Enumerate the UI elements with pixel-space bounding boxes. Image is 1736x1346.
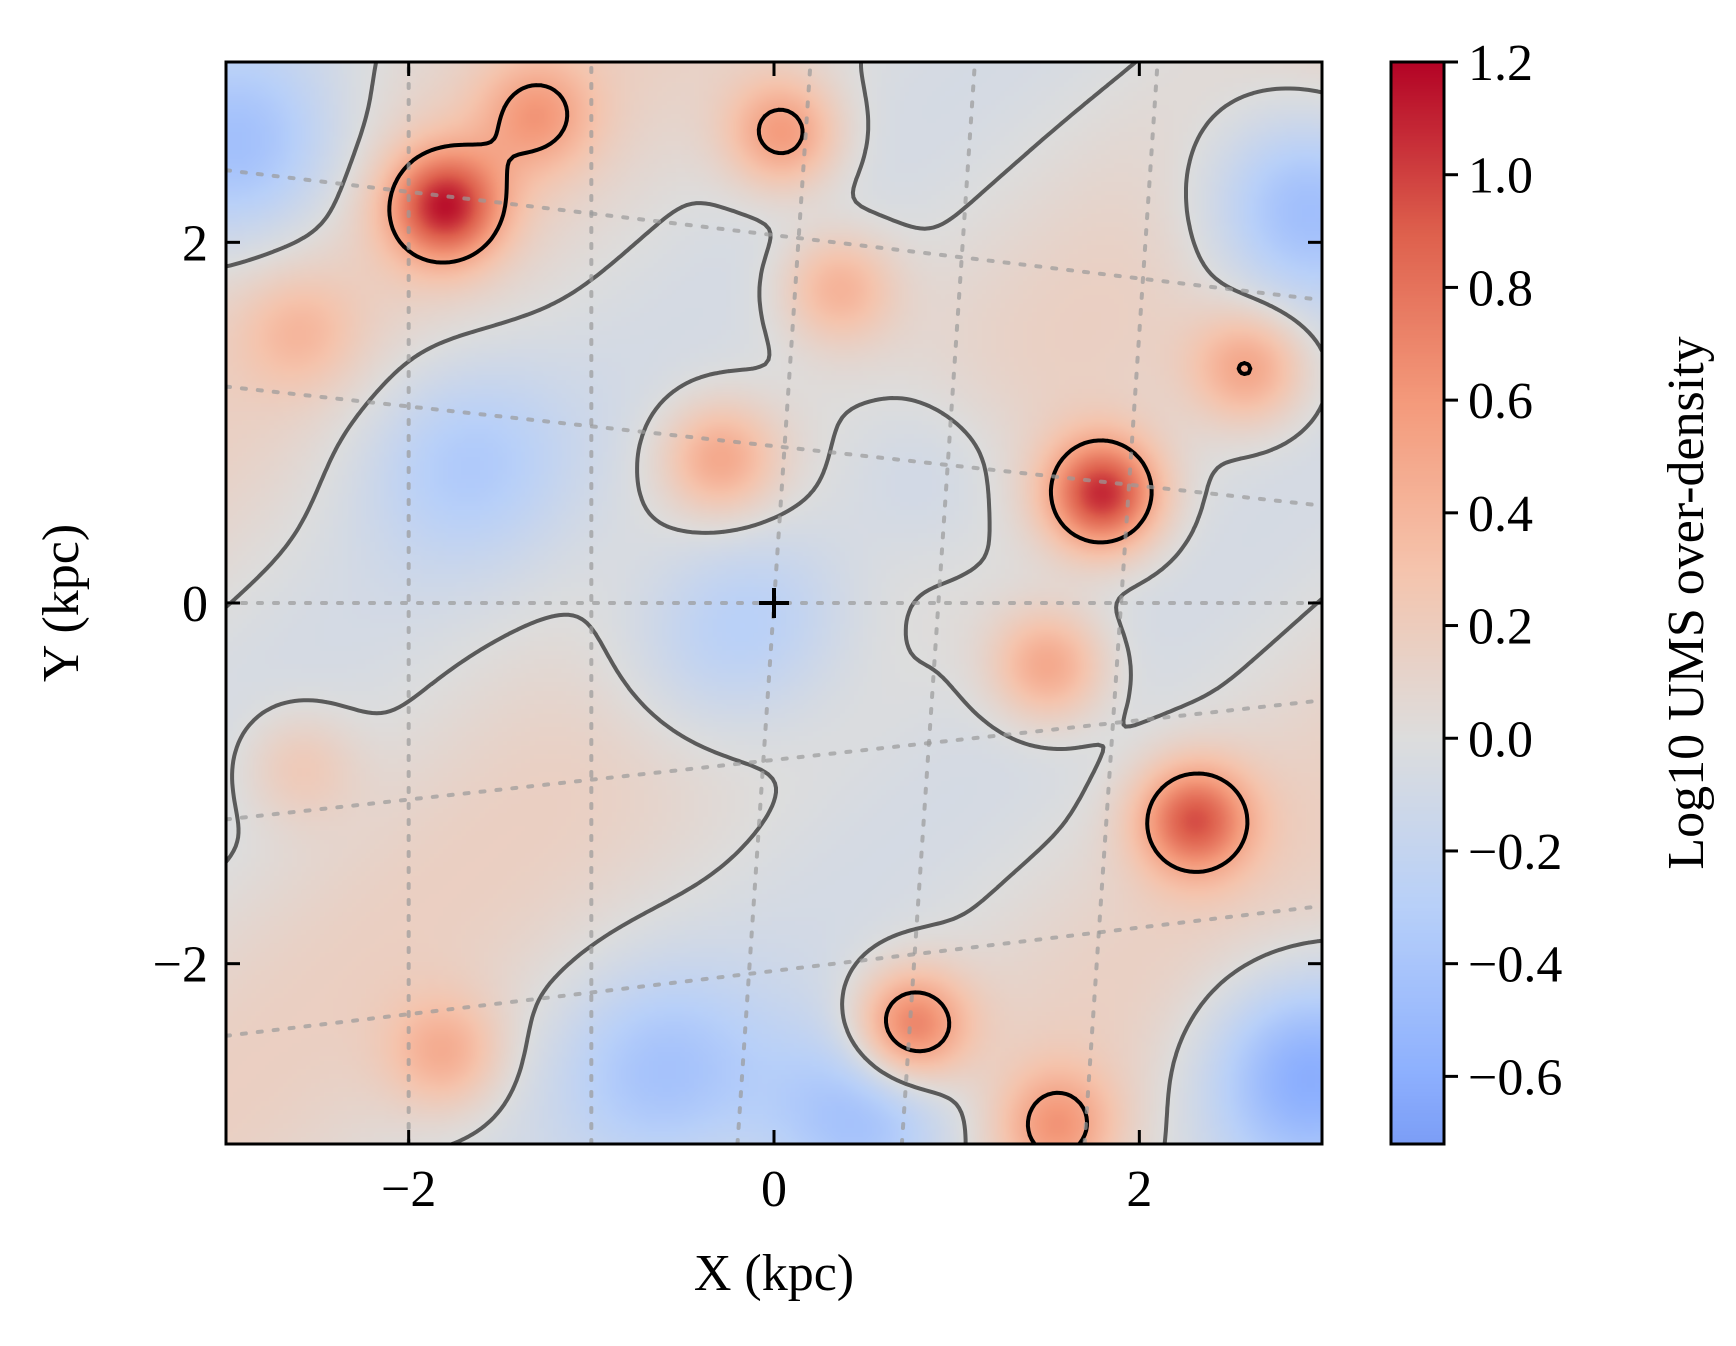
colorbar-tick-label: 0.8 [1468, 260, 1533, 317]
colorbar-tick-label: 0.2 [1468, 599, 1533, 656]
grid-line-v-4 [1082, 62, 1160, 1144]
y-tick-label: 0 [182, 576, 208, 633]
colorbar-gradient [1391, 62, 1444, 1144]
colorbar-tick-label: −0.6 [1468, 1049, 1562, 1106]
colorbar-tick-label: 1.0 [1468, 148, 1533, 205]
contour-level-0 [226, 62, 1322, 1144]
x-tick-label: −2 [381, 1161, 436, 1218]
colorbar-frame [1389, 60, 1446, 1146]
grid-line-v-3 [899, 62, 977, 1144]
y-tick-label: 2 [182, 215, 208, 272]
colorbar-tick-label: −0.2 [1468, 824, 1562, 881]
colorbar-tick-label: 1.2 [1468, 35, 1533, 92]
x-tick-label: 2 [1126, 1161, 1152, 1218]
colorbar-label: Log10 UMS over-density [1658, 336, 1715, 869]
x-tick-label: 0 [761, 1161, 787, 1218]
colorbar-tick-label: 0.0 [1468, 711, 1533, 768]
y-tick-label: −2 [153, 937, 208, 994]
x-axis-label: X (kpc) [694, 1245, 854, 1302]
colorbar-tick-label: −0.4 [1468, 937, 1562, 994]
y-axis-label: Y (kpc) [33, 524, 90, 682]
colorbar-tick-label: 0.6 [1468, 373, 1533, 430]
colorbar-tick-label: 0.4 [1468, 486, 1533, 543]
contour-level-1 [387, 83, 1253, 1144]
colorbar: 1.2 1.0 0.8 0.6 0.4 0.2 0.0 −0.2 −0.4 −0.6 Log10 … [1389, 35, 1715, 1146]
